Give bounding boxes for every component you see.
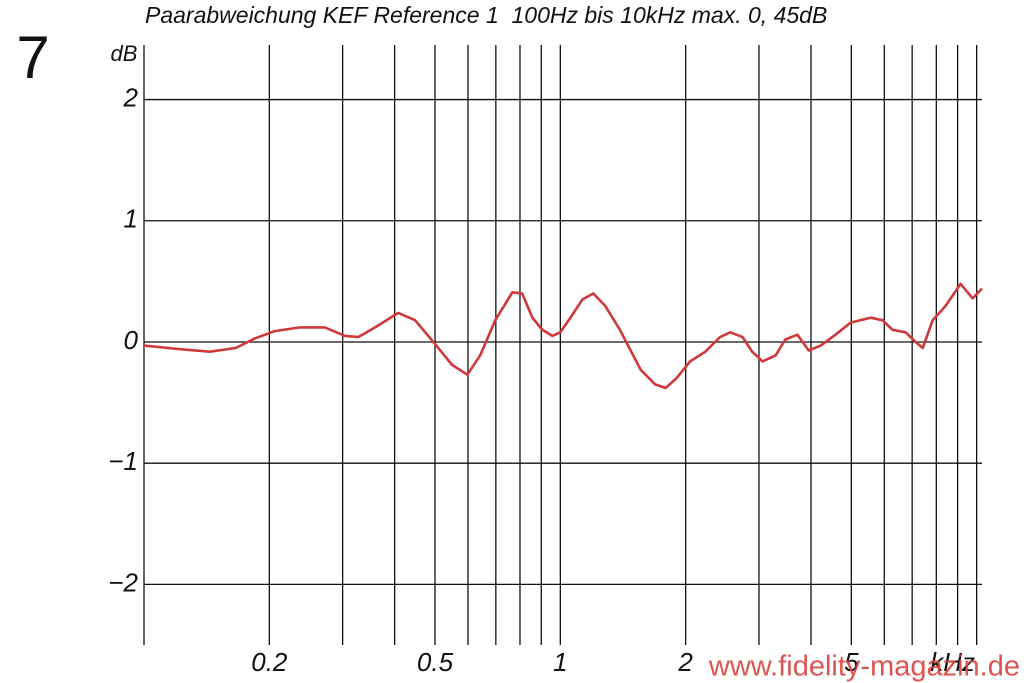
figure-number: 7 [16,24,49,91]
data-line [143,282,983,390]
x-tick-label: 0.5 [417,647,454,677]
y-unit: dB [111,41,138,66]
x-tick-label: kHz [930,647,975,677]
y-tick-label: −2 [108,567,138,597]
watermark: www.fidelity-magazin.de [708,651,1020,683]
y-tick-label: 1 [124,204,138,234]
y-tick-label: 2 [123,82,139,112]
y-tick-label: −1 [108,446,138,476]
x-tick-label: 5 [844,647,859,677]
x-tick-label: 2 [677,647,693,677]
x-tick-label: 1 [553,647,567,677]
x-tick-label: 0.2 [251,647,288,677]
chart-title: Paarabweichung KEF Reference 1 100Hz bis… [145,2,827,28]
y-tick-label: 0 [124,325,139,355]
